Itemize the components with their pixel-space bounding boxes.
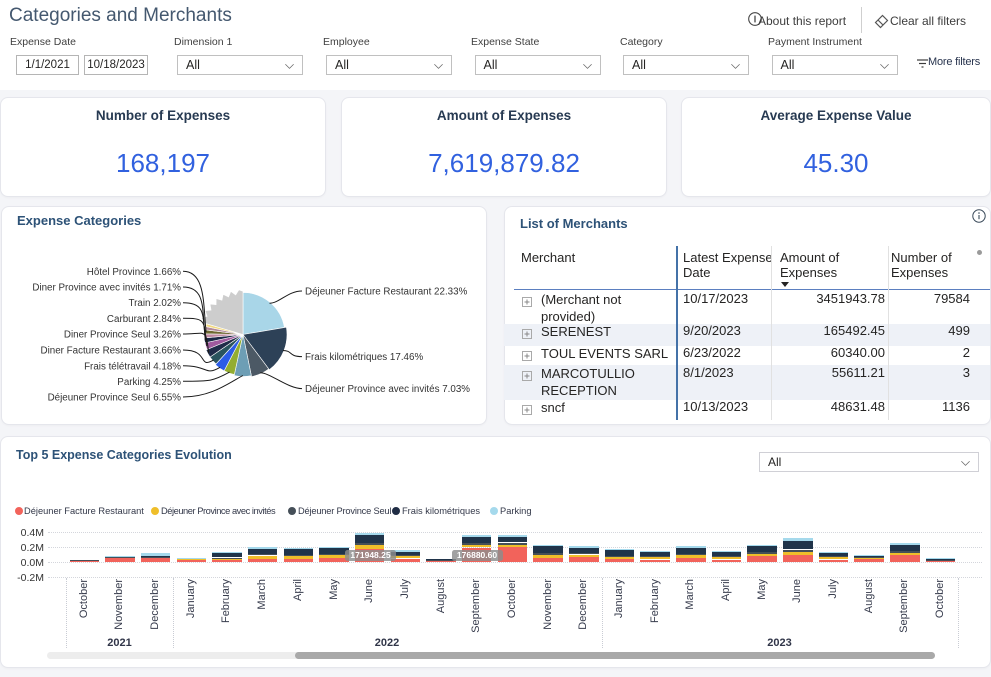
svg-text:Diner Facture Restaurant 3.66%: Diner Facture Restaurant 3.66% <box>41 346 182 357</box>
svg-text:Frais télétravail 4.18%: Frais télétravail 4.18% <box>84 361 181 372</box>
svg-text:Diner Province avec invités 1.: Diner Province avec invités 1.71% <box>32 283 181 294</box>
svg-text:Carburant 2.84%: Carburant 2.84% <box>107 314 181 325</box>
svg-text:Hôtel Province 1.66%: Hôtel Province 1.66% <box>87 267 181 278</box>
svg-text:Diner Province Seul 3.26%: Diner Province Seul 3.26% <box>64 330 181 341</box>
svg-text:Frais kilométriques 17.46%: Frais kilométriques 17.46% <box>305 352 423 363</box>
svg-text:Déjeuner Province avec invités: Déjeuner Province avec invités 7.03% <box>305 384 470 395</box>
svg-text:Déjeuner Facture Restaurant 22: Déjeuner Facture Restaurant 22.33% <box>305 287 468 298</box>
svg-text:Train 2.02%: Train 2.02% <box>129 298 182 309</box>
svg-text:Parking 4.25%: Parking 4.25% <box>117 377 181 388</box>
svg-text:Déjeuner Province Seul 6.55%: Déjeuner Province Seul 6.55% <box>48 393 182 404</box>
